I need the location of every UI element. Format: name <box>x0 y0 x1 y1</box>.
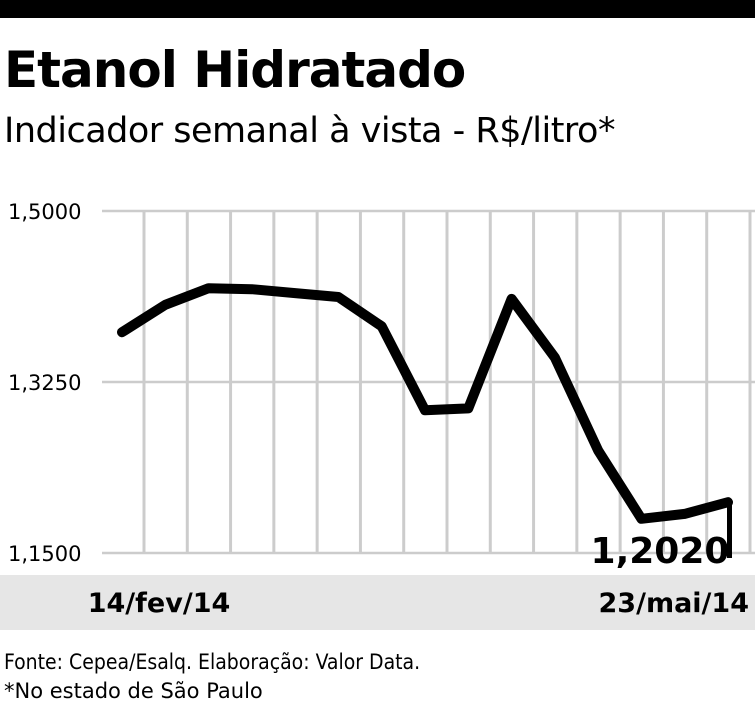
series-line <box>117 283 733 524</box>
x-tick-label-end: 23/mai/14 <box>599 588 749 619</box>
chart-subtitle: Indicador semanal à vista - R$/litro* <box>4 111 615 151</box>
line-chart: 1,5000 1,3250 1,1500 1,2020 14/fev/14 23/m… <box>0 200 755 630</box>
last-value-label: 1,2020 <box>591 531 730 572</box>
grid-layer <box>102 209 755 555</box>
y-tick-label: 1,1500 <box>8 542 81 566</box>
top-bar <box>0 0 755 18</box>
last-value-marker <box>727 503 732 558</box>
chart-title: Etanol Hidratado <box>4 41 466 99</box>
source-note: Fonte: Cepea/Esalq. Elaboração: Valor Da… <box>4 650 421 674</box>
x-tick-label-start: 14/fev/14 <box>88 588 231 619</box>
y-tick-layer: 1,5000 1,3250 1,1500 <box>8 200 81 566</box>
y-tick-label: 1,3250 <box>8 371 81 395</box>
x-axis-band <box>0 575 755 630</box>
series-layer <box>117 283 733 524</box>
y-tick-label: 1,5000 <box>8 200 81 224</box>
footnote: *No estado de São Paulo <box>4 679 263 703</box>
